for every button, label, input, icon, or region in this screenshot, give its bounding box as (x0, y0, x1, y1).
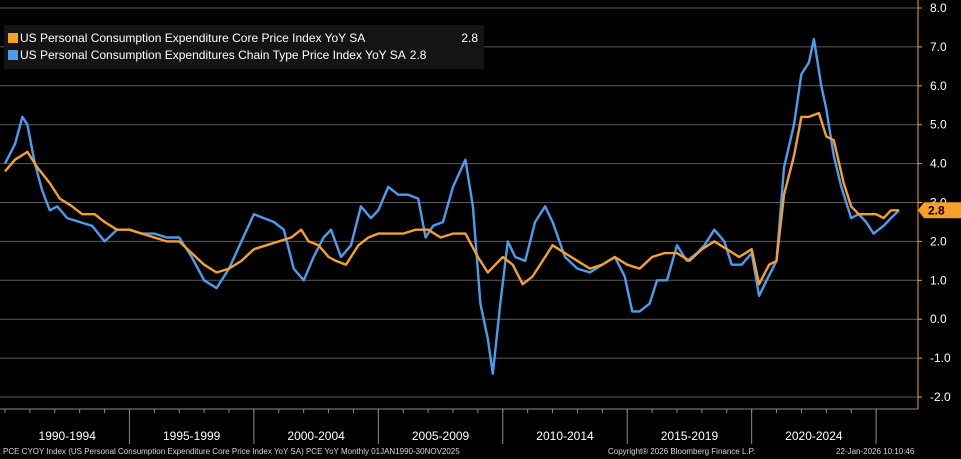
legend-item-headline: US Personal Consumption Expenditures Cha… (8, 47, 480, 63)
y-tick-label: 8.0 (930, 1, 947, 15)
legend-value-core: 2.8 (461, 31, 478, 45)
legend: US Personal Consumption Expenditure Core… (4, 25, 484, 69)
last-value-label: 2.8 (928, 203, 945, 217)
y-tick-label: 2.0 (930, 234, 947, 248)
series-lines (3, 37, 900, 375)
y-tick-label: -1.0 (930, 351, 951, 365)
last-value-marker (918, 202, 961, 219)
x-tick-label: 2010-2014 (536, 429, 594, 443)
x-tick-label: 2000-2004 (287, 429, 345, 443)
legend-value-headline: 2.8 (409, 48, 427, 62)
y-tick-label: 6.0 (930, 79, 947, 93)
legend-label-core: US Personal Consumption Expenditure Core… (20, 31, 366, 45)
y-tick-label: 5.0 (930, 118, 947, 132)
footer-copyright: Copyright® 2026 Bloomberg Finance L.P. (608, 447, 756, 456)
footer-timestamp: 22-Jan-2026 10:10:46 (836, 447, 915, 456)
x-tick-label: 2015-2019 (661, 429, 719, 443)
x-tick-label: 2020-2024 (785, 429, 843, 443)
y-tick-label: -2.0 (930, 390, 951, 404)
legend-swatch-headline (8, 50, 18, 60)
legend-label-headline: US Personal Consumption Expenditures Cha… (20, 48, 406, 62)
x-tick-label: 2005-2009 (412, 429, 470, 443)
x-tick-label: 1995-1999 (163, 429, 221, 443)
series-line-core (4, 111, 899, 286)
y-tick-label: 4.0 (930, 157, 947, 171)
y-tick-label: 0.0 (930, 312, 947, 326)
x-tick-label: 1990-1994 (39, 429, 97, 443)
y-tick-label: 1.0 (930, 273, 947, 287)
y-axis: 8.07.06.05.04.03.02.01.00.0-1.0-2.02.8 (917, 0, 961, 409)
series-line-headline (3, 37, 900, 375)
legend-swatch-core (8, 33, 18, 43)
price-index-chart: 8.07.06.05.04.03.02.01.00.0-1.0-2.02.8 1… (0, 0, 961, 444)
legend-item-core: US Personal Consumption Expenditure Core… (8, 30, 480, 46)
x-axis: 1990-1994 1995-1999 2000-2004 2005-2009 2010… (0, 408, 918, 444)
y-tick-label: 7.0 (930, 40, 947, 54)
footer-source: PCE CYOY Index (US Personal Consumption … (3, 447, 460, 456)
